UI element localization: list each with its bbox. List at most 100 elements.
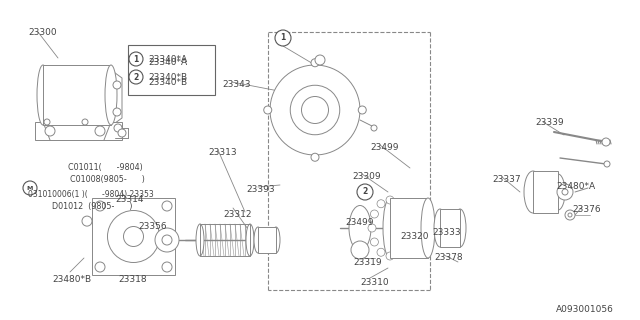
Ellipse shape [105,65,117,125]
Ellipse shape [434,209,446,247]
Text: 23499: 23499 [345,218,374,227]
Text: 23480*B: 23480*B [52,275,91,284]
Circle shape [270,65,360,155]
Circle shape [386,196,394,204]
Text: 2: 2 [362,188,367,196]
Circle shape [95,126,105,136]
Ellipse shape [196,224,204,256]
Ellipse shape [246,224,254,256]
Text: 23356: 23356 [138,222,166,231]
Text: D01012  (9805-      ): D01012 (9805- ) [52,202,132,211]
Bar [128,45,215,95]
Circle shape [129,52,143,66]
Text: 23300: 23300 [28,28,56,37]
Text: 23337: 23337 [492,175,520,184]
Text: 23339: 23339 [535,118,564,127]
Bar [440,209,460,247]
Circle shape [275,30,291,46]
Circle shape [155,228,179,252]
Text: 23319: 23319 [353,258,381,267]
Text: 2: 2 [133,73,139,82]
Circle shape [404,224,412,232]
Circle shape [371,238,378,246]
Ellipse shape [383,198,397,258]
Ellipse shape [349,205,371,251]
Text: 23376: 23376 [572,205,600,214]
Circle shape [113,81,121,89]
Circle shape [401,238,410,246]
Text: 23378: 23378 [434,253,463,262]
Circle shape [124,227,143,246]
Circle shape [301,97,328,124]
Circle shape [82,216,92,226]
Circle shape [357,184,373,200]
Text: 23340*B: 23340*B [148,73,187,82]
Circle shape [129,70,143,84]
Circle shape [95,262,105,272]
Text: 23340*A: 23340*A [148,58,187,67]
Circle shape [568,213,572,217]
Circle shape [291,85,340,135]
Circle shape [82,119,88,125]
Ellipse shape [37,65,49,125]
Polygon shape [35,122,122,140]
Bar [533,171,558,213]
Text: 23333: 23333 [432,228,461,237]
Circle shape [23,181,37,195]
Circle shape [108,211,159,262]
Text: 23313: 23313 [208,148,237,157]
Bar [92,198,175,275]
Circle shape [557,184,573,200]
Circle shape [113,108,121,116]
Circle shape [604,161,610,167]
Circle shape [315,55,325,65]
Circle shape [602,138,610,146]
Circle shape [95,201,105,211]
Text: C01008(9805-      ): C01008(9805- ) [70,175,145,184]
Circle shape [371,125,377,131]
Circle shape [377,200,385,208]
Circle shape [162,201,172,211]
Text: 23318: 23318 [118,275,147,284]
Text: 23340*A: 23340*A [148,54,187,63]
Text: C01011(      -9804): C01011( -9804) [68,163,143,172]
Circle shape [401,210,410,218]
Circle shape [562,189,568,195]
Circle shape [311,153,319,161]
Text: M: M [27,186,33,190]
Text: 23320: 23320 [400,232,429,241]
Text: 23393: 23393 [246,185,275,194]
Text: 23343: 23343 [222,80,250,89]
Text: 23310: 23310 [360,278,388,287]
Circle shape [45,126,55,136]
Circle shape [264,106,272,114]
Text: 1: 1 [280,34,285,43]
Circle shape [118,129,126,137]
Ellipse shape [524,171,542,213]
Ellipse shape [351,241,369,259]
Text: A093001056: A093001056 [556,305,614,314]
Circle shape [114,124,122,132]
Ellipse shape [272,227,280,253]
Circle shape [368,224,376,232]
Text: 23309: 23309 [352,172,381,181]
Circle shape [162,235,172,245]
Text: 23314: 23314 [115,195,143,204]
Text: 23340*B: 23340*B [148,78,187,87]
Text: 23499: 23499 [370,143,399,152]
Ellipse shape [454,209,466,247]
Ellipse shape [421,198,435,258]
Circle shape [386,252,394,260]
Text: 1: 1 [133,54,139,63]
Ellipse shape [254,227,262,253]
Circle shape [377,248,385,256]
Circle shape [162,262,172,272]
Circle shape [358,106,366,114]
Circle shape [44,119,50,125]
Circle shape [565,210,575,220]
Circle shape [371,210,378,218]
Bar [258,227,276,253]
Ellipse shape [551,174,565,210]
Text: 23480*A: 23480*A [556,182,595,191]
Polygon shape [111,70,122,126]
